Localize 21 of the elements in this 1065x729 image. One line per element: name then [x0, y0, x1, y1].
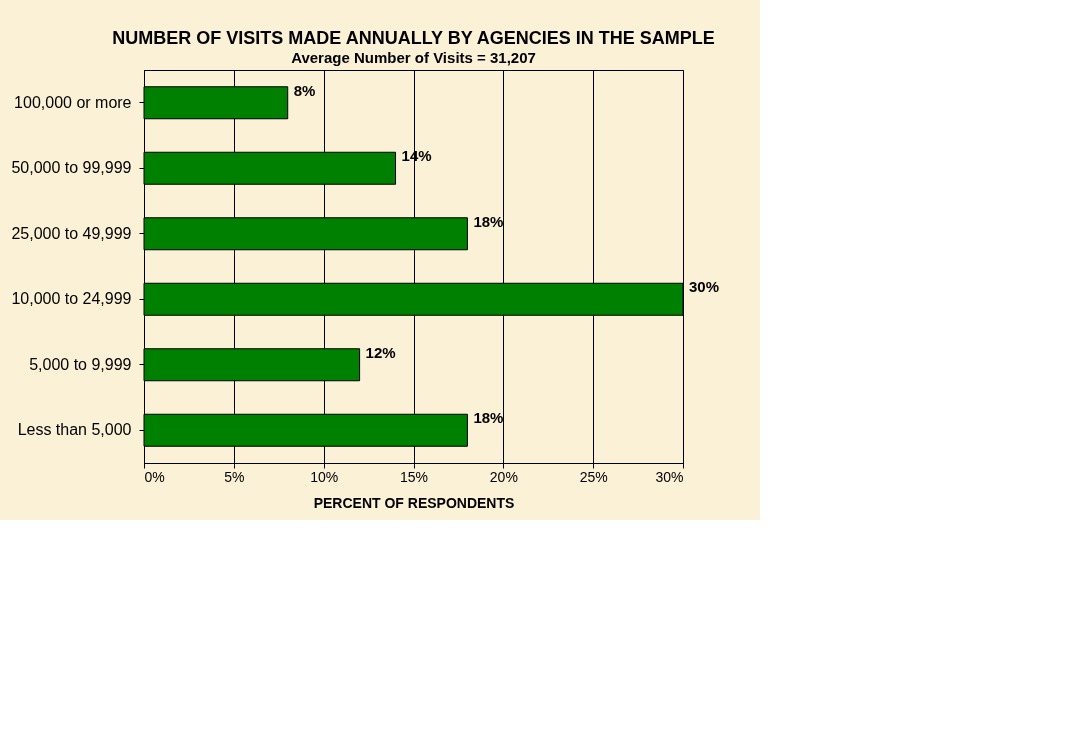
- data-label: 18%: [473, 409, 504, 427]
- y-tick-label: 100,000 or more: [14, 93, 132, 111]
- x-tick-label: 10%: [310, 468, 339, 485]
- x-tick-label: 25%: [579, 468, 608, 485]
- data-label: 30%: [689, 278, 720, 296]
- x-tick-label: 5%: [224, 468, 245, 485]
- y-tick-label: 25,000 to 49,999: [11, 224, 132, 242]
- data-label: 8%: [293, 81, 316, 99]
- y-tick-label: 50,000 to 99,999: [11, 159, 132, 177]
- x-tick-label: 30%: [655, 468, 684, 485]
- x-tick-label: 15%: [399, 468, 429, 485]
- x-axis-title: PERCENT OF RESPONDENTS: [313, 494, 515, 511]
- y-tick-label: Less than 5,000: [17, 421, 132, 439]
- data-label: 18%: [473, 212, 504, 230]
- chart-title: NUMBER OF VISITS MADE ANNUALLY BY AGENCIES IN THE SAMPLE: [112, 28, 715, 48]
- x-tick-label: 20%: [489, 468, 518, 485]
- y-tick-label: 10,000 to 24,999: [11, 290, 132, 308]
- chart-subtitle: Average Number of Visits = 31,207: [291, 49, 536, 66]
- x-tick-label: 0%: [144, 468, 165, 485]
- data-label: 12%: [365, 343, 396, 361]
- y-tick-label: 5,000 to 9,999: [29, 355, 132, 373]
